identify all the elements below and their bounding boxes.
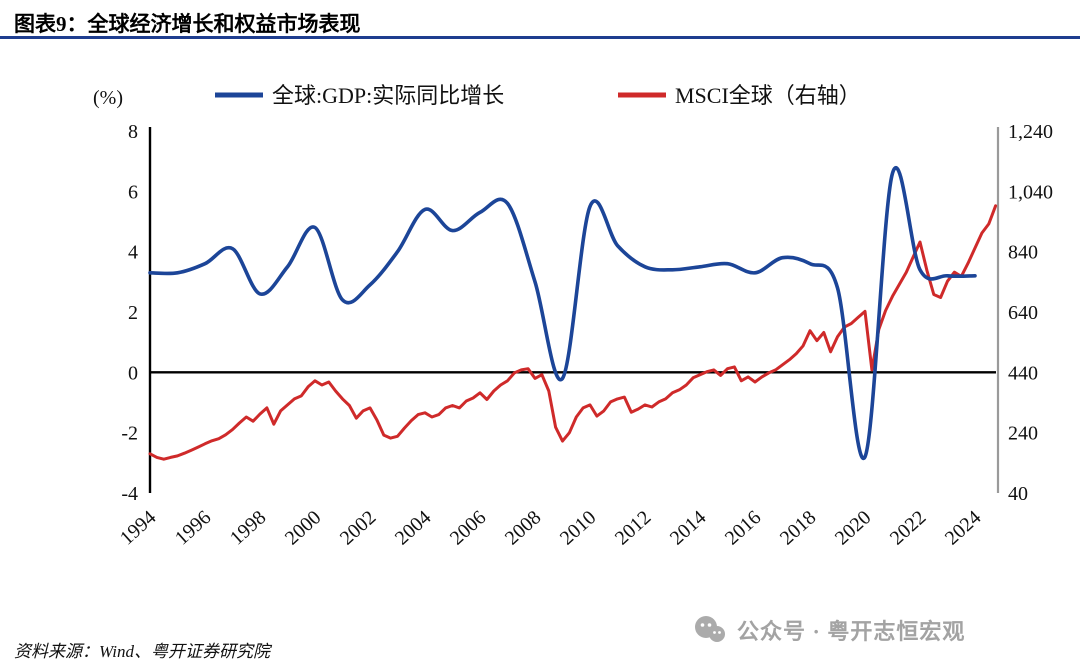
right-tick-label: 40 bbox=[1008, 483, 1028, 505]
left-tick-label: 8 bbox=[128, 121, 138, 143]
x-tick-label: 2000 bbox=[281, 506, 325, 549]
x-tick-label: 2010 bbox=[556, 506, 600, 549]
x-tick-label: 2024 bbox=[941, 506, 985, 549]
x-tick-label: 2022 bbox=[886, 506, 930, 549]
watermark: 公众号 · 粤开志恒宏观 bbox=[693, 613, 965, 647]
legend-label: 全球:GDP:实际同比增长 bbox=[272, 83, 504, 108]
x-tick-label: 1998 bbox=[226, 506, 270, 549]
left-tick-label: -2 bbox=[121, 423, 138, 445]
watermark-text: 公众号 · 粤开志恒宏观 bbox=[737, 619, 966, 644]
right-tick-label: 1,040 bbox=[1008, 181, 1053, 203]
x-tick-label: 2018 bbox=[776, 506, 820, 549]
chart-title: 图表9：全球经济增长和权益市场表现 bbox=[14, 12, 361, 36]
right-tick-label: 640 bbox=[1008, 302, 1038, 324]
left-tick-label: 4 bbox=[128, 242, 138, 264]
right-tick-label: 840 bbox=[1008, 242, 1038, 264]
x-tick-label: 2008 bbox=[501, 506, 545, 549]
x-tick-label: 2006 bbox=[446, 506, 490, 549]
left-tick-label: -4 bbox=[121, 483, 138, 505]
x-tick-label: 1994 bbox=[116, 506, 160, 549]
x-tick-label: 2014 bbox=[666, 506, 710, 549]
wechat-icon bbox=[693, 613, 727, 647]
x-tick-label: 1996 bbox=[171, 506, 215, 549]
left-axis-unit: (%) bbox=[93, 87, 123, 109]
title-divider bbox=[0, 36, 1080, 39]
left-tick-label: 0 bbox=[128, 362, 138, 384]
left-tick-label: 2 bbox=[128, 302, 138, 324]
msci-line bbox=[148, 204, 998, 461]
right-tick-label: 440 bbox=[1008, 362, 1038, 384]
source-note: 资料来源：Wind、粤开证券研究院 bbox=[14, 642, 270, 661]
x-tick-label: 2004 bbox=[391, 506, 435, 549]
left-tick-label: 6 bbox=[128, 181, 138, 203]
x-tick-label: 2016 bbox=[721, 506, 765, 549]
gdp-line bbox=[148, 166, 977, 461]
right-tick-label: 1,240 bbox=[1008, 121, 1053, 143]
x-tick-label: 2012 bbox=[611, 506, 655, 549]
x-tick-label: 2020 bbox=[831, 506, 875, 549]
x-tick-label: 2002 bbox=[336, 506, 380, 549]
legend-label: MSCI全球（右轴） bbox=[675, 83, 861, 108]
right-tick-label: 240 bbox=[1008, 423, 1038, 445]
